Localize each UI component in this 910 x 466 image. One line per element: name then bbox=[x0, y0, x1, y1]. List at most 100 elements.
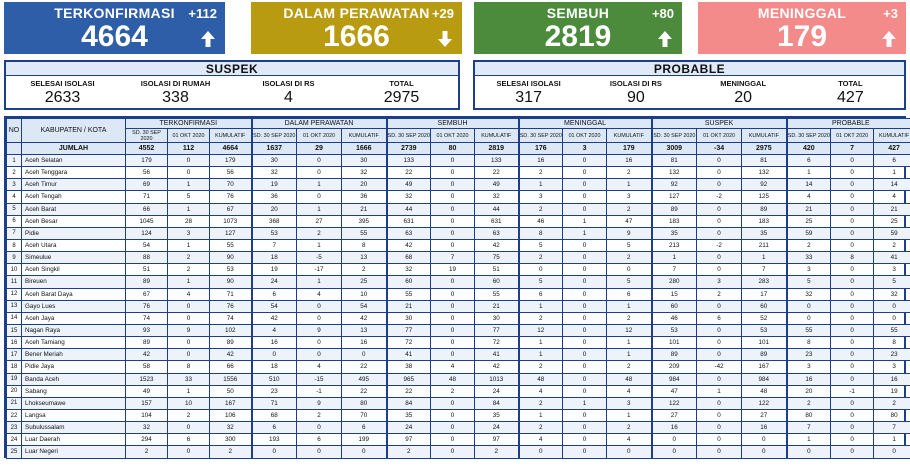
card-delta: +29 bbox=[431, 6, 454, 21]
table-cell: 50 bbox=[209, 384, 252, 398]
row-number: 6 bbox=[6, 214, 22, 228]
probable-panel: PROBABLE SELESAI ISOLASI 317 ISOLASI DI R… bbox=[473, 60, 906, 110]
table-cell: 30 bbox=[474, 311, 520, 325]
no-header: NO bbox=[6, 118, 22, 143]
table-cell: 35 bbox=[741, 226, 788, 240]
table-row: 18 Pidie Jaya 58 8 66 18 4 22 38 4 42 2 0 2 209 -42 167 3… bbox=[6, 360, 910, 374]
table-cell: 122 bbox=[741, 396, 788, 410]
table-cell: 3 bbox=[517, 190, 564, 204]
group-header: DALAM PERAWATAN bbox=[250, 118, 388, 129]
table-cell: 17 bbox=[741, 287, 788, 301]
table-cell: 0 bbox=[696, 214, 743, 228]
table-cell: 16 bbox=[606, 153, 653, 168]
table-cell: 41 bbox=[385, 348, 432, 362]
table-cell: 22 bbox=[385, 384, 432, 398]
table-cell: 71 bbox=[250, 396, 297, 410]
stat-label: ISOLASI DI RS bbox=[262, 79, 315, 88]
table-cell: 9 bbox=[296, 323, 342, 338]
table-cell: 193 bbox=[250, 433, 297, 447]
table-row: 19 Banda Aceh 1523 33 1556 510 -15 495 965 48 1013… bbox=[6, 372, 910, 386]
table-row: 24 Luar Daerah 294 6 300 193 6 199 97 0 97 4 0 4 0 0 0 1 0… bbox=[6, 433, 910, 447]
subheader: SD. 30 SEP 2020 bbox=[517, 128, 564, 143]
group-header: SUSPEK bbox=[650, 118, 788, 129]
probable-stat: TOTAL 427 bbox=[797, 76, 904, 108]
table-cell: 9 bbox=[296, 396, 342, 410]
table-cell: 1 bbox=[741, 251, 788, 265]
table-cell: 2 bbox=[517, 251, 564, 265]
subheader: SD. 30 SEP 2020 bbox=[785, 128, 832, 143]
table-cell: 77 bbox=[385, 323, 432, 338]
table-cell: 0 bbox=[606, 263, 653, 277]
table-cell: 13 bbox=[340, 251, 388, 265]
table-cell: -42 bbox=[696, 360, 743, 374]
table-cell: 0 bbox=[696, 226, 743, 240]
table-cell: 167 bbox=[209, 396, 252, 410]
table-cell: 55 bbox=[209, 238, 252, 253]
table-cell: 76 bbox=[209, 299, 252, 313]
table-cell: 2 bbox=[517, 421, 564, 435]
table-cell: 8 bbox=[873, 336, 910, 350]
district-name: Aceh Barat Daya bbox=[21, 287, 126, 301]
subheader: KUMULATIF bbox=[340, 128, 388, 143]
table-cell: 0 bbox=[830, 153, 875, 168]
table-cell: 0 bbox=[562, 287, 608, 301]
table-cell: 1 bbox=[606, 408, 653, 423]
table-cell: 0 bbox=[696, 348, 743, 362]
subheader: KUMULATIF bbox=[209, 128, 252, 143]
table-cell: 41 bbox=[873, 251, 910, 265]
table-cell: 7 bbox=[873, 421, 910, 435]
row-number: 23 bbox=[6, 421, 22, 435]
district-name: Aceh Barat bbox=[21, 202, 126, 216]
table-cell: 3 bbox=[785, 360, 832, 374]
district-name: Aceh Tenggara bbox=[21, 166, 126, 180]
table-cell: 1 bbox=[296, 275, 342, 289]
table-cell: 2 bbox=[517, 396, 564, 410]
table-cell: 24 bbox=[474, 384, 520, 398]
table-cell: 19 bbox=[250, 178, 297, 192]
district-name: Aceh Besar bbox=[21, 214, 126, 228]
table-cell: 8 bbox=[167, 360, 210, 374]
table-row: 1 Aceh Selatan 179 0 179 30 0 30 133 0 133 16 0 16 81 0… bbox=[6, 153, 910, 168]
table-cell: 0 bbox=[430, 287, 476, 301]
table-cell: 122 bbox=[650, 396, 698, 410]
subheader: KUMULATIF bbox=[741, 128, 788, 143]
table-cell: 1 bbox=[517, 299, 564, 313]
table-cell: 631 bbox=[385, 214, 432, 228]
table-row: 9 Simeulue 88 2 90 18 -5 13 68 7 75 2 0 2 1 0 1 33 8 41 bbox=[6, 251, 910, 265]
table-cell: 2 bbox=[606, 251, 653, 265]
table-cell: 3 bbox=[167, 226, 210, 240]
table-cell: 81 bbox=[741, 153, 788, 168]
table-cell: 984 bbox=[741, 372, 788, 386]
table-cell: 1 bbox=[296, 202, 342, 216]
table-cell: 5 bbox=[873, 275, 910, 289]
table-cell: 300 bbox=[209, 433, 252, 447]
table-cell: 0 bbox=[650, 433, 698, 447]
card-title: SEMBUH bbox=[546, 5, 610, 21]
table-cell: 6 bbox=[250, 421, 297, 435]
table-cell: 15 bbox=[650, 287, 698, 301]
table-cell: 55 bbox=[340, 226, 388, 240]
table-cell: 0 bbox=[562, 323, 608, 338]
table-cell: 4 bbox=[250, 323, 297, 338]
table-cell: 0 bbox=[696, 299, 743, 313]
table-cell: 1073 bbox=[209, 214, 252, 228]
table-cell: 8 bbox=[830, 251, 875, 265]
table-cell: 77 bbox=[474, 323, 520, 338]
table-cell: 0 bbox=[830, 396, 875, 410]
table-cell: 2 bbox=[209, 445, 252, 459]
table-cell: 89 bbox=[209, 336, 252, 350]
table-cell: 104 bbox=[125, 408, 168, 423]
table-cell: 495 bbox=[340, 372, 388, 386]
table-cell: 125 bbox=[741, 190, 788, 204]
table-cell: -2 bbox=[696, 238, 743, 253]
table-cell: 66 bbox=[125, 202, 168, 216]
table-cell: 30 bbox=[340, 153, 388, 168]
table-cell: 48 bbox=[517, 372, 564, 386]
table-cell: 18 bbox=[250, 251, 297, 265]
table-cell: 0 bbox=[696, 421, 743, 435]
table-cell: 24 bbox=[474, 421, 520, 435]
table-row: 11 Bireuen 89 1 90 24 1 25 60 0 60 5 0 5 280 3 283 5 0 5 bbox=[6, 275, 910, 289]
card-value: 179 bbox=[776, 20, 828, 53]
total-label: JUMLAH bbox=[21, 142, 126, 155]
table-cell: 0 bbox=[430, 226, 476, 240]
